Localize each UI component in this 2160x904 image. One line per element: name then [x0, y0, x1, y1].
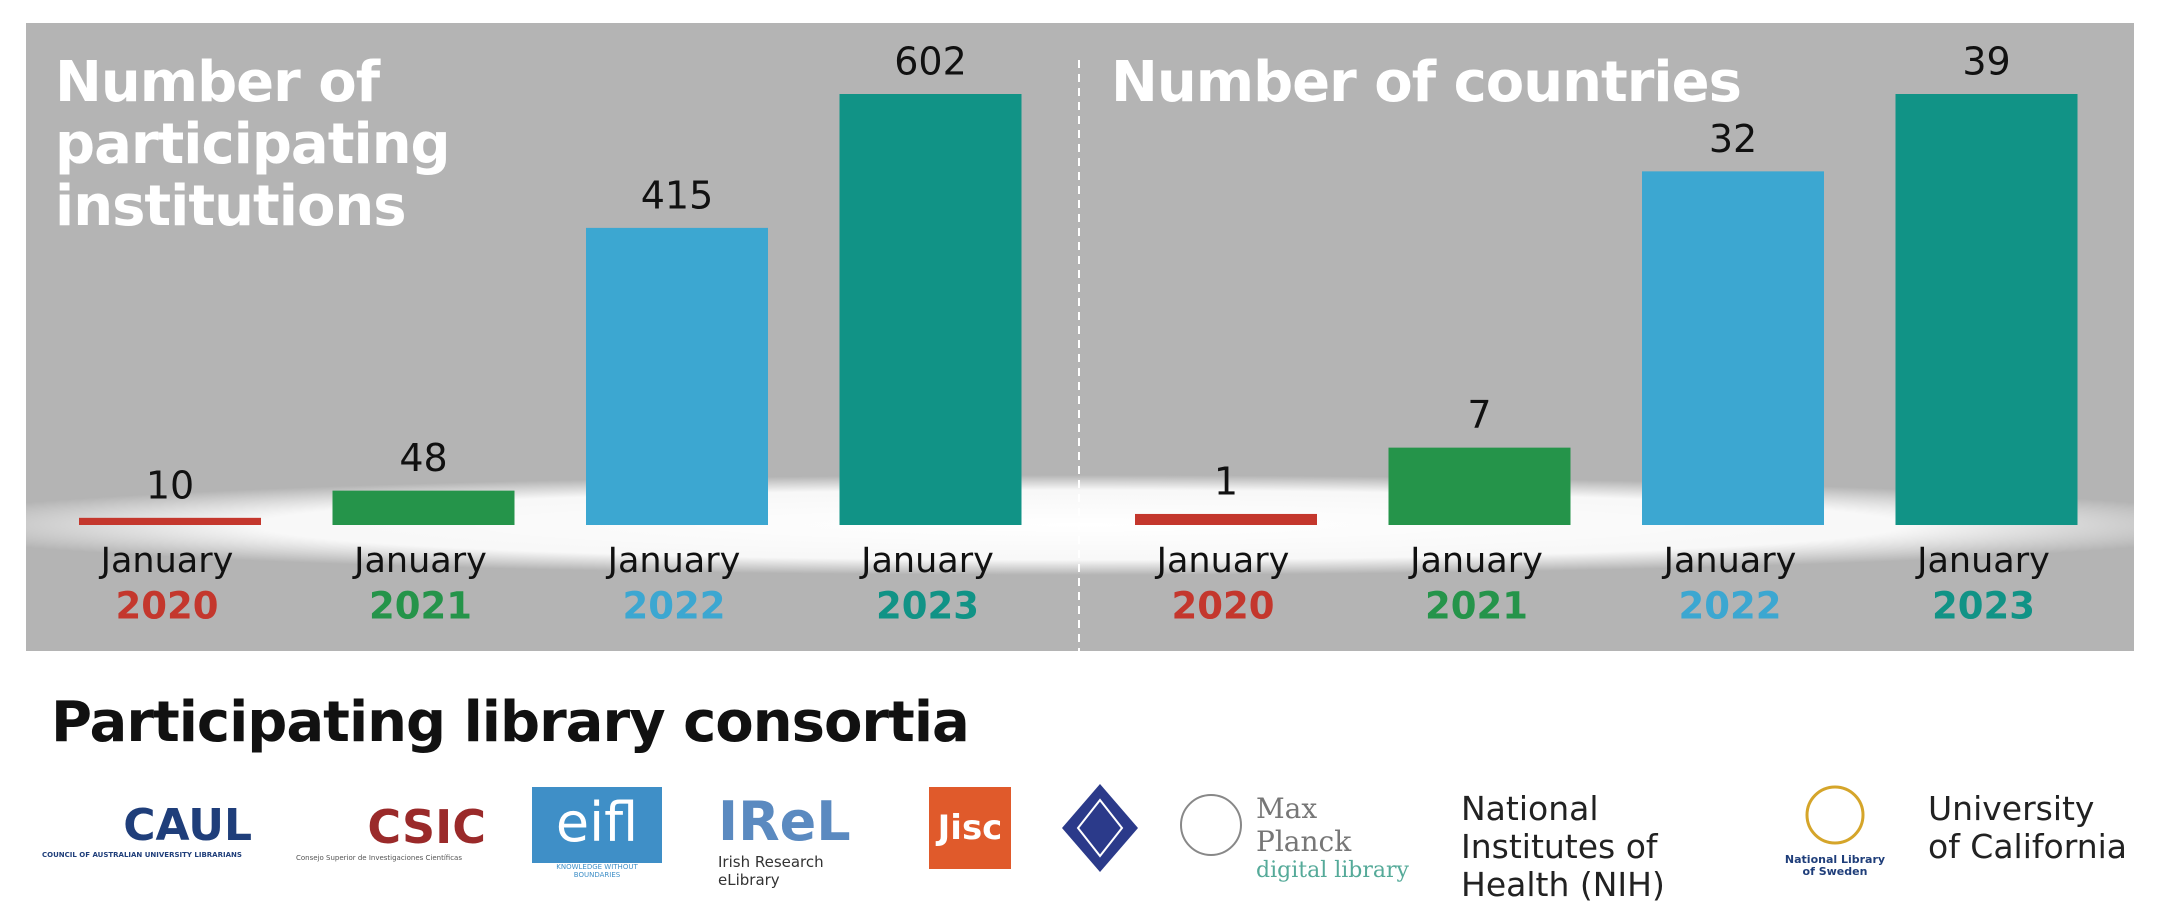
logo-csic: CSIC Consejo Superior de Investigaciones…: [296, 800, 486, 862]
page: 10 January 2020 48 January 2021 415 January 2022…: [0, 23, 2160, 904]
logo-keep: [1062, 784, 1138, 872]
seal: [1180, 794, 1242, 856]
logo-uc: University of California: [1928, 789, 2127, 866]
x-tick-label: 2021: [1425, 585, 1528, 628]
value-label: 32: [1709, 117, 1757, 161]
x-tick-label: 2022: [623, 585, 726, 628]
value-label: 7: [1467, 393, 1491, 437]
chart-title: Number of countries: [1111, 50, 1742, 115]
logo-irel: IReL Irish Research eLibrary: [718, 790, 878, 889]
value-label: 415: [641, 173, 714, 217]
bar: [586, 227, 768, 525]
logo-text: CAUL: [123, 800, 252, 851]
value-label: 10: [146, 463, 194, 507]
logo-sub: Irish Research eLibrary: [718, 853, 824, 889]
logo-kb: National Library of Sweden: [1780, 780, 1890, 878]
logo-eifl: eifl KNOWLEDGE WITHOUT BOUNDARIES: [532, 787, 662, 879]
bar: [332, 490, 515, 525]
x-tick-label: January: [352, 541, 487, 581]
logo-sub: National Library of Sweden: [1784, 853, 1886, 878]
bar: [1135, 513, 1317, 525]
logo-sub: digital library: [1256, 858, 1409, 883]
x-tick-label: January: [1155, 541, 1290, 581]
seal: [1805, 785, 1865, 845]
logo-sub: KNOWLEDGE WITHOUT BOUNDARIES: [556, 863, 638, 879]
logo-caul: CAUL COUNCIL OF AUSTRALIAN UNIVERSITY LI…: [42, 800, 252, 859]
bar: [839, 94, 1022, 525]
x-tick-label: January: [606, 541, 741, 581]
logo-sub: Consejo Superior de Investigaciones Cien…: [296, 854, 462, 862]
logo-mpdl: Max Planck digital library: [1178, 792, 1418, 883]
value-label: 48: [399, 436, 447, 480]
chart-title: Number of participating institutions: [55, 50, 451, 239]
x-tick-label: 2020: [116, 585, 219, 628]
value-label: 1: [1214, 459, 1238, 503]
x-tick-label: January: [1662, 541, 1797, 581]
x-tick-label: January: [1915, 541, 2050, 581]
logo-text: CSIC: [367, 800, 486, 854]
charts-panel: 10January202048January2021415January2022…: [0, 23, 2160, 651]
bar: [1642, 171, 1824, 525]
x-tick-label: 2021: [369, 585, 472, 628]
value-label: 39: [1962, 40, 2010, 84]
bar: [79, 517, 261, 525]
logo-text: eifl: [532, 787, 662, 863]
consortia-title: Participating library consortia: [51, 690, 970, 755]
logo-jisc: Jisc: [929, 787, 1011, 869]
x-tick-label: January: [859, 541, 994, 581]
bar: [1388, 447, 1571, 525]
logo-sub: COUNCIL OF AUSTRALIAN UNIVERSITY LIBRARI…: [42, 851, 242, 859]
x-tick-label: 2022: [1679, 585, 1782, 628]
x-tick-label: January: [99, 541, 234, 581]
logo-nih: National Institutes of Health (NIH): [1461, 789, 1665, 904]
x-tick-label: 2023: [1932, 585, 2035, 628]
x-tick-label: 2023: [876, 585, 979, 628]
logo-text: IReL: [718, 790, 851, 853]
logo-text: Max Planck: [1256, 792, 1352, 858]
bar: [1895, 94, 2078, 525]
x-tick-label: 2020: [1172, 585, 1275, 628]
value-label: 602: [894, 40, 967, 84]
x-tick-label: January: [1408, 541, 1543, 581]
